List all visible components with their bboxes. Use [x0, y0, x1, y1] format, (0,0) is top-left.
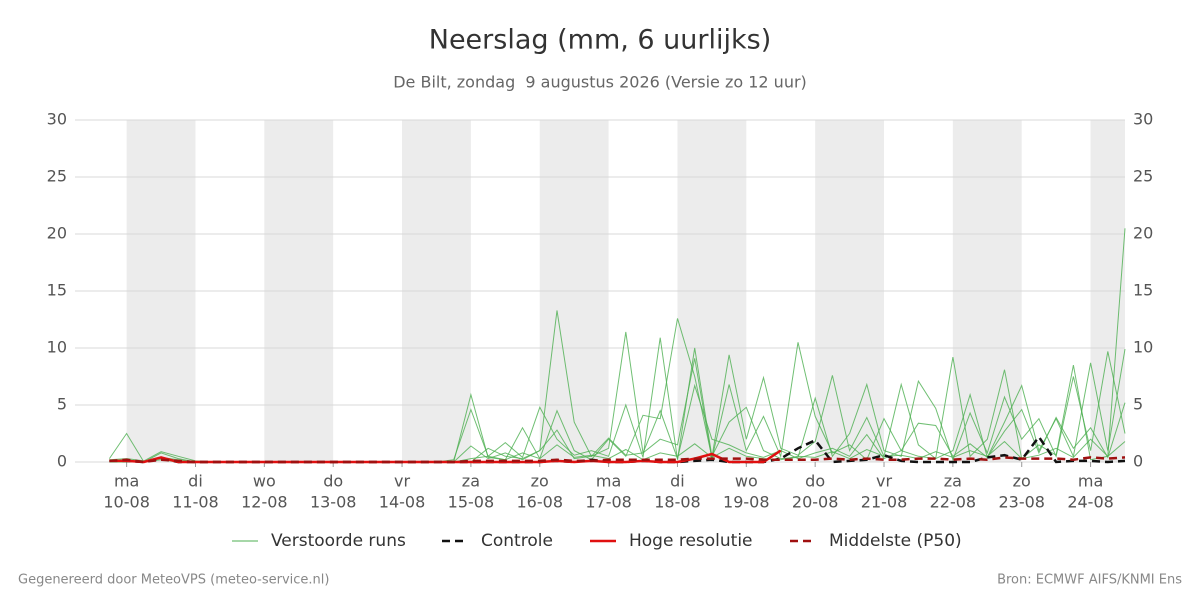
- x-tick-date: 16-08: [517, 493, 564, 512]
- x-tick-label: wo: [735, 472, 758, 491]
- series-line: [109, 449, 782, 464]
- x-tick-date: 22-08: [930, 493, 977, 512]
- x-tick-label: vr: [394, 472, 410, 491]
- y2-tick-label: 20: [1133, 224, 1153, 243]
- x-tick-label: ma: [596, 472, 621, 491]
- legend-label: Middelste (P50): [829, 531, 962, 551]
- x-tick-label: di: [188, 472, 203, 491]
- x-tick-date: 24-08: [1067, 493, 1114, 512]
- x-tick-date: 18-08: [654, 493, 701, 512]
- legend-label: Verstoorde runs: [271, 531, 406, 551]
- y-tick-label: 25: [47, 167, 67, 186]
- x-tick-label: za: [462, 472, 480, 491]
- y2-tick-label: 5: [1133, 395, 1143, 414]
- x-tick-date: 19-08: [723, 493, 770, 512]
- y-tick-label: 15: [47, 281, 67, 300]
- y-tick-label: 20: [47, 224, 67, 243]
- x-tick-label: do: [805, 472, 825, 491]
- x-tick-date: 13-08: [310, 493, 357, 512]
- x-tick-date: 23-08: [998, 493, 1045, 512]
- x-tick-date: 10-08: [103, 493, 150, 512]
- y-tick-label: 5: [57, 395, 67, 414]
- footer-right: Bron: ECMWF AIFS/KNMI Ens: [997, 573, 1182, 588]
- legend-label: Controle: [481, 531, 553, 551]
- y-tick-label: 10: [47, 338, 67, 357]
- x-tick-label: za: [944, 472, 962, 491]
- x-tick-date: 12-08: [241, 493, 288, 512]
- x-tick-label: do: [323, 472, 343, 491]
- x-tick-label: vr: [876, 472, 892, 491]
- x-tick-label: zo: [1013, 472, 1031, 491]
- x-tick-label: ma: [1078, 472, 1103, 491]
- x-tick-date: 17-08: [585, 493, 632, 512]
- x-tick-label: zo: [531, 472, 549, 491]
- y2-tick-label: 25: [1133, 167, 1153, 186]
- series-line: [109, 456, 1126, 464]
- y2-tick-label: 30: [1133, 110, 1153, 129]
- x-tick-date: 14-08: [379, 493, 426, 512]
- x-tick-date: 11-08: [172, 493, 219, 512]
- y2-tick-label: 15: [1133, 281, 1153, 300]
- footer-left: Gegenereerd door MeteoVPS (meteo-service…: [18, 573, 329, 588]
- x-tick-date: 15-08: [448, 493, 495, 512]
- x-tick-label: ma: [114, 472, 139, 491]
- y2-tick-label: 0: [1133, 452, 1143, 471]
- legend-label: Hoge resolutie: [629, 531, 753, 551]
- x-tick-date: 20-08: [792, 493, 839, 512]
- y-tick-label: 30: [47, 110, 67, 129]
- chart-subtitle: De Bilt, zondag 9 augustus 2026 (Versie …: [393, 73, 807, 92]
- y2-tick-label: 10: [1133, 338, 1153, 357]
- x-tick-date: 21-08: [861, 493, 908, 512]
- x-tick-label: di: [670, 472, 685, 491]
- x-tick-label: wo: [253, 472, 276, 491]
- chart-title: Neerslag (mm, 6 uurlijks): [429, 25, 771, 56]
- y-tick-label: 0: [57, 452, 67, 471]
